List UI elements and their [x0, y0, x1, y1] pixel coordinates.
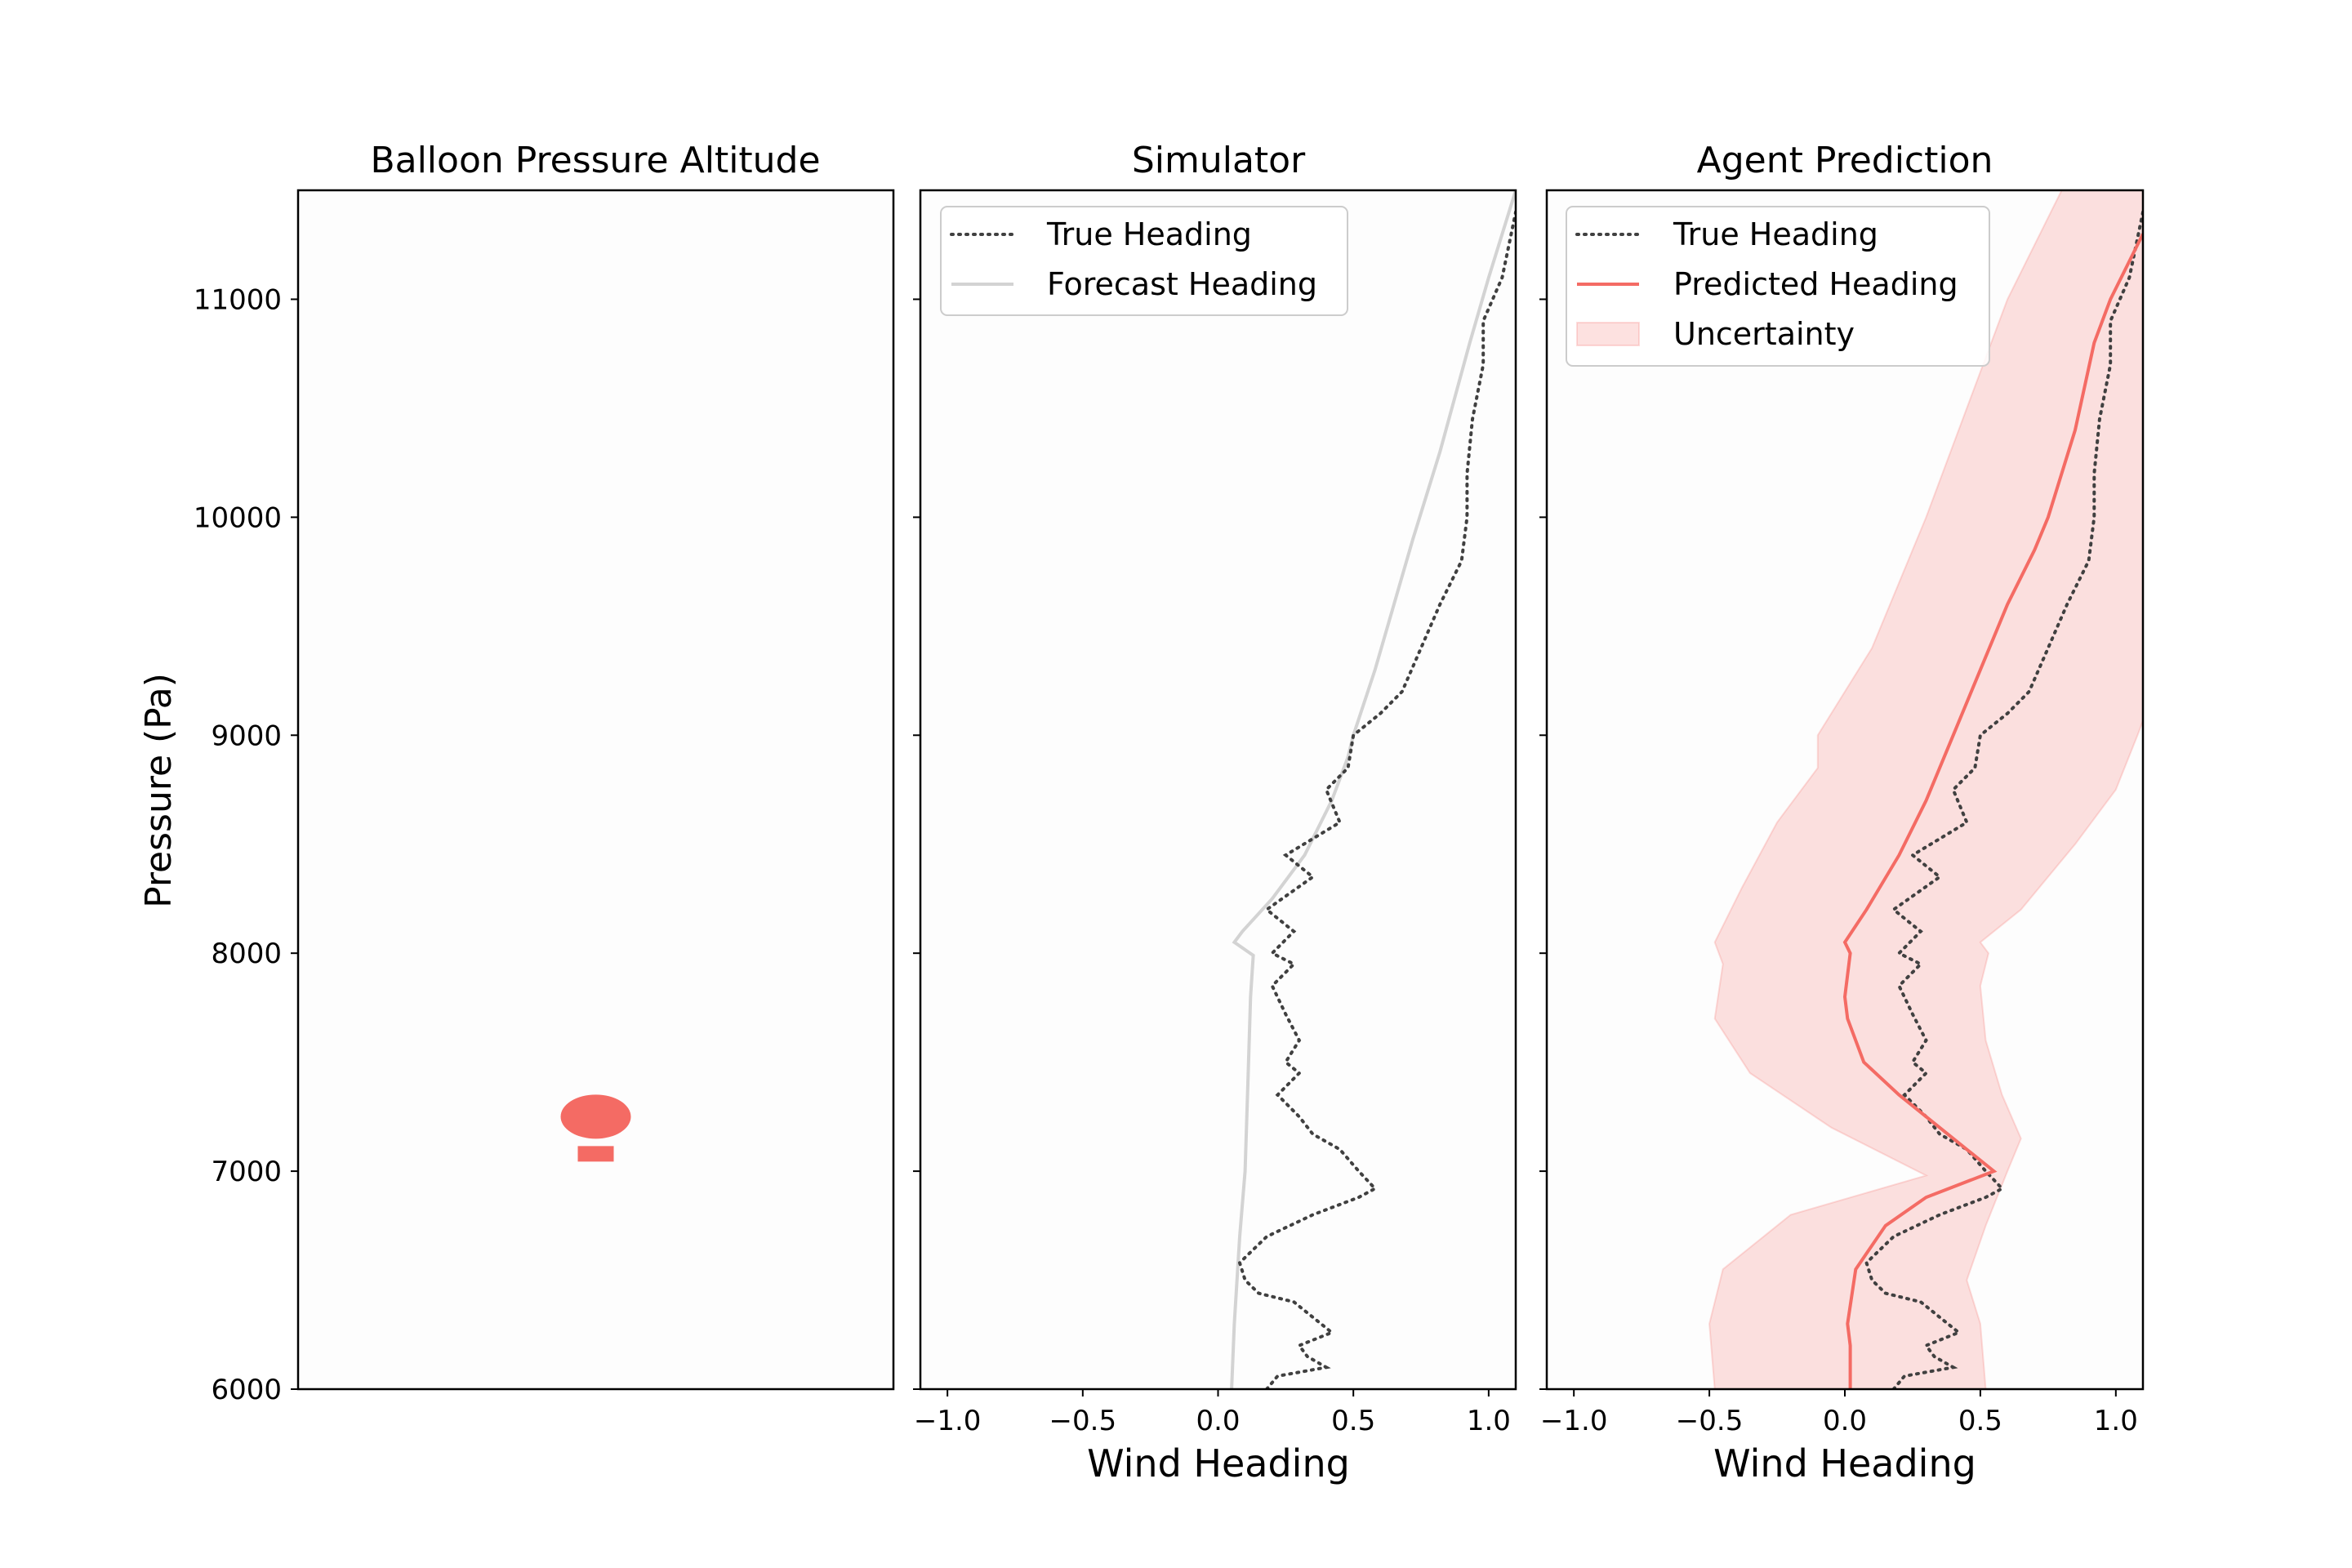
series-uncertainty-band — [1708, 189, 2143, 1390]
x-tick-label: 0.5 — [1331, 1405, 1375, 1437]
panel-agent-axes — [1547, 190, 2143, 1389]
x-tick-label: −0.5 — [1049, 1405, 1117, 1437]
series-forecast-heading — [1230, 189, 1516, 1390]
series-true-heading — [1237, 210, 1516, 1390]
panel-balloon: Balloon Pressure Altitude 6000 7000 8000 90… — [138, 140, 895, 1406]
legend-label-forecast-heading: Forecast Heading — [1047, 266, 1317, 302]
x-axis-label: Wind Heading — [1087, 1441, 1350, 1486]
y-tick-label: 8000 — [211, 938, 282, 970]
x-tick-label: 1.0 — [1467, 1405, 1511, 1437]
x-axis-label: Wind Heading — [1713, 1441, 1976, 1486]
legend-swatch-uncertainty — [1576, 322, 1640, 346]
x-tick-label: −1.0 — [1540, 1405, 1608, 1437]
y-tick-label: 6000 — [211, 1374, 282, 1406]
y-axis-ticks — [1539, 298, 1547, 1390]
x-tick-label: 0.0 — [1823, 1405, 1867, 1437]
y-tick-label: 7000 — [211, 1156, 282, 1188]
series-true-heading — [1864, 210, 2143, 1390]
legend-label-uncertainty: Uncertainty — [1673, 316, 1855, 352]
panel-simulator-axes — [920, 190, 1516, 1389]
legend: True Heading Predicted Heading Uncertain… — [1566, 206, 1990, 367]
x-tick-label: 1.0 — [2094, 1405, 2138, 1437]
panel-balloon-title: Balloon Pressure Altitude — [370, 140, 820, 181]
panel-simulator-title: Simulator — [1132, 140, 1306, 181]
panel-agent-prediction-title: Agent Prediction — [1697, 140, 1993, 181]
panel-simulator: Simulator −1.0 −0.5 0.0 0.5 1.0 Wind Heading… — [913, 140, 1517, 1486]
panel-balloon-axes — [296, 189, 895, 1391]
y-tick-label: 9000 — [211, 719, 282, 752]
legend-label-true-heading: True Heading — [1046, 216, 1252, 252]
legend-label-true-heading: True Heading — [1673, 216, 1878, 252]
balloon-payload — [577, 1146, 614, 1162]
x-tick-label: −0.5 — [1676, 1405, 1744, 1437]
balloon-marker — [560, 1094, 631, 1162]
x-axis-ticks: −1.0 −0.5 0.0 0.5 1.0 — [1540, 1389, 2138, 1437]
y-tick-label: 11000 — [194, 283, 282, 316]
panel-agent-prediction: Agent Prediction −1.0 −0.5 0.0 0.5 1.0 Wind … — [1539, 140, 2145, 1486]
x-tick-label: 0.5 — [1958, 1405, 2002, 1437]
series-predicted-heading — [1842, 233, 2143, 1389]
y-axis-label: Pressure (Pa) — [138, 673, 180, 908]
y-axis-ticks: 6000 7000 8000 9000 10000 11000 — [194, 283, 298, 1406]
y-tick-label: 10000 — [194, 501, 282, 534]
legend: True Heading Forecast Heading — [940, 206, 1348, 316]
legend-label-predicted-heading: Predicted Heading — [1673, 266, 1958, 302]
x-tick-label: −1.0 — [914, 1405, 982, 1437]
x-axis-ticks: −1.0 −0.5 0.0 0.5 1.0 — [914, 1389, 1511, 1437]
y-axis-ticks — [913, 298, 920, 1390]
balloon-envelope — [560, 1094, 631, 1139]
x-tick-label: 0.0 — [1196, 1405, 1240, 1437]
